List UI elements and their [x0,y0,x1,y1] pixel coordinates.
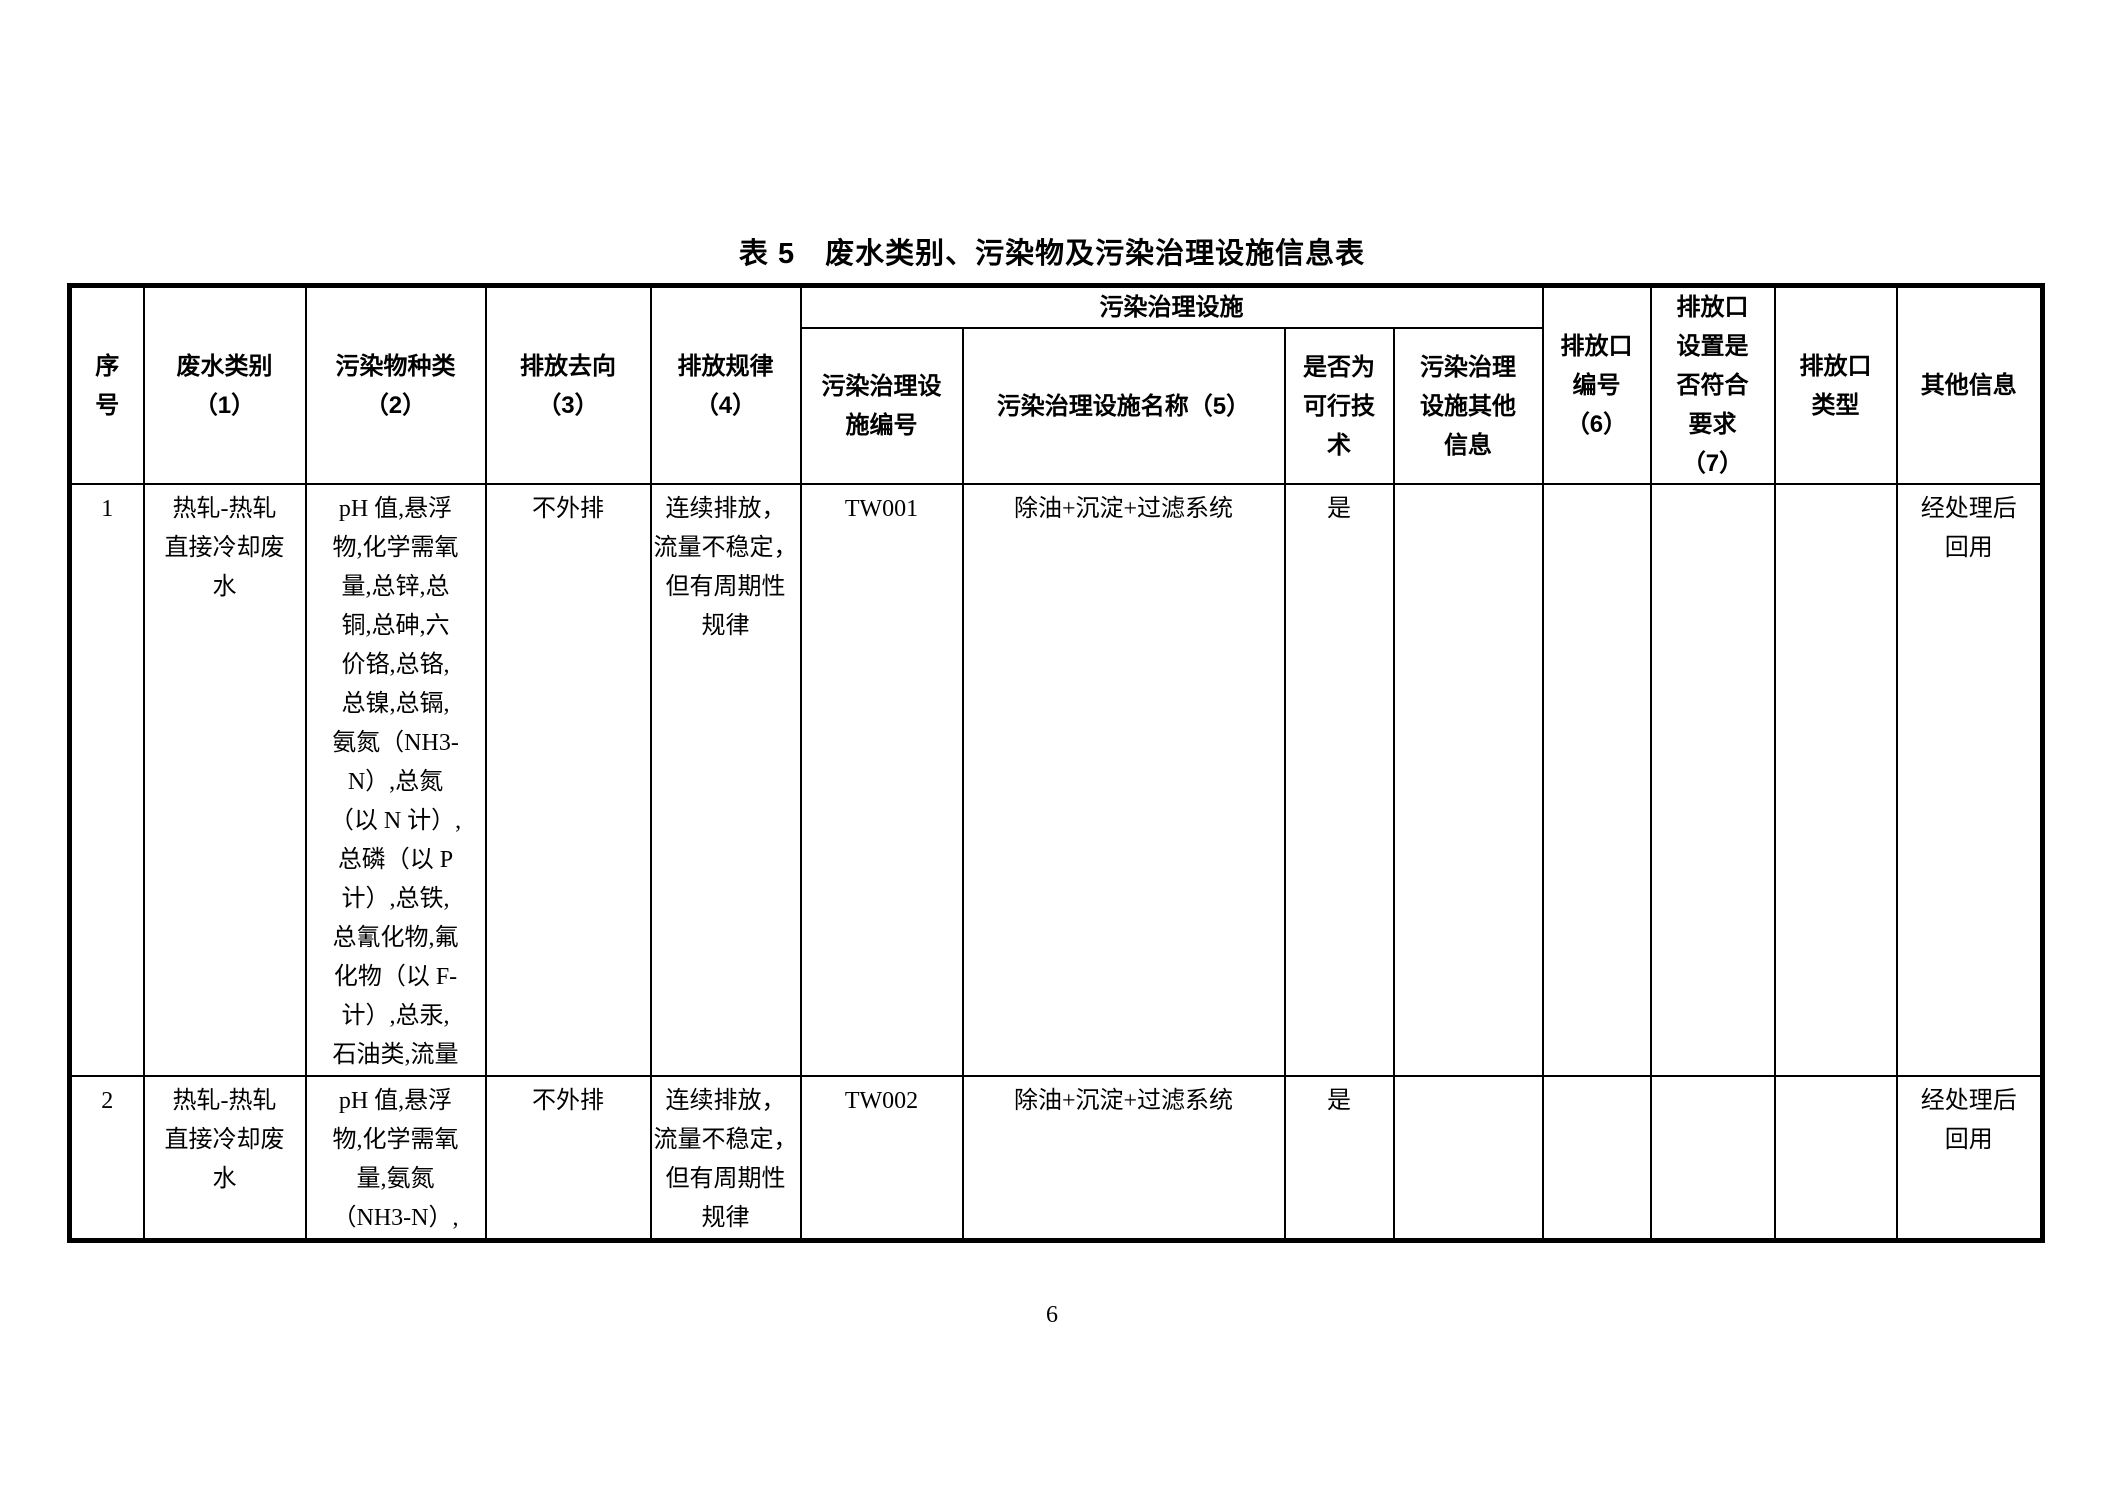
header-row-sub: 污染治理设 施编号 污染治理设施名称（5） 是否为 可行技 术 污染治理 设施其… [70,327,2043,485]
table-header: 序 号 废水类别 （1） 污染物种类 （2） 排放去向 （3） 排放规律 （4）… [68,284,2044,485]
header-cell-outlet-no: 排放口 编号 （6） [1541,284,1652,485]
cell-r1-category: 热轧-热轧 直接冷却废 水 [142,483,307,1077]
page-number: 6 [1046,1302,1058,1328]
cell-r1-destination: 不外排 [484,483,652,1077]
cell-r1-pollutants: pH 值,悬浮 物,化学需氧 量,总锌,总 铜,总砷,六 价铬,总铬, 总镍,总… [304,483,487,1077]
header-cell-destination: 排放去向 （3） [484,284,652,485]
cell-r2-facility-name: 除油+沉淀+过滤系统 [961,1075,1286,1242]
page-title: 表 5 废水类别、污染物及污染治理设施信息表 [738,238,1366,270]
cell-r1-feasible: 是 [1283,483,1395,1077]
cell-r2-outlet-type [1773,1075,1898,1242]
cell-r2-facility-no: TW002 [799,1075,964,1242]
table-row-1: 1 热轧-热轧 直接冷却废 水 pH 值,悬浮 物,化学需氧 量,总锌,总 铜,… [68,483,2044,1077]
cell-r2-facility-other [1392,1075,1544,1242]
cell-r2-category: 热轧-热轧 直接冷却废 水 [142,1075,307,1242]
header-cell-facility-no: 污染治理设 施编号 [799,327,964,485]
header-cell-seq: 序 号 [68,284,145,485]
header-cell-outlet-type: 排放口 类型 [1773,284,1898,485]
cell-r1-outlet-req [1649,483,1776,1077]
header-cell-pollutants: 污染物种类 （2） [304,284,487,485]
cell-r1-facility-other [1392,483,1544,1077]
table-body: 1 热轧-热轧 直接冷却废 水 pH 值,悬浮 物,化学需氧 量,总锌,总 铜,… [68,483,2044,1242]
header-cell-pattern: 排放规律 （4） [649,284,802,485]
header-cell-feasible: 是否为 可行技 术 [1283,327,1395,485]
cell-r2-outlet-req [1649,1075,1776,1242]
cell-r1-other-info: 经处理后 回用 [1895,483,2044,1077]
header-cell-facility-other: 污染治理 设施其他 信息 [1392,327,1544,485]
cell-r2-feasible: 是 [1283,1075,1395,1242]
header-cell-treatment-group: 污染治理设施 [799,284,1544,330]
cell-r1-seq: 1 [68,483,145,1077]
header-cell-outlet-req: 排放口 设置是 否符合 要求 （7） [1649,284,1776,485]
cell-r1-outlet-no [1541,483,1652,1077]
cell-r2-pattern: 连续排放， 流量不稳定， 但有周期性 规律 [649,1075,802,1242]
cell-r2-seq: 2 [68,1075,145,1242]
cell-r2-pollutants: pH 值,悬浮 物,化学需氧 量,氨氮 （NH3-N）, [304,1075,487,1242]
table-row-2: 2 热轧-热轧 直接冷却废 水 pH 值,悬浮 物,化学需氧 量,氨氮 （NH3… [68,1075,2044,1242]
header-cell-category: 废水类别 （1） [142,284,307,485]
header-row-top: 序 号 废水类别 （1） 污染物种类 （2） 排放去向 （3） 排放规律 （4）… [68,284,2044,485]
cell-r2-outlet-no [1541,1075,1652,1242]
cell-r2-other-info: 经处理后 回用 [1895,1075,2044,1242]
cell-r1-facility-name: 除油+沉淀+过滤系统 [961,483,1286,1077]
cell-r1-outlet-type [1773,483,1898,1077]
header-cell-facility-name: 污染治理设施名称（5） [961,327,1286,485]
cell-r1-facility-no: TW001 [799,483,964,1077]
header-cell-other-info: 其他信息 [1895,284,2044,485]
cell-r2-destination: 不外排 [484,1075,652,1242]
wastewater-info-table: 序 号 废水类别 （1） 污染物种类 （2） 排放去向 （3） 排放规律 （4）… [67,283,2045,1243]
cell-r1-pattern: 连续排放， 流量不稳定， 但有周期性 规律 [649,483,802,1077]
